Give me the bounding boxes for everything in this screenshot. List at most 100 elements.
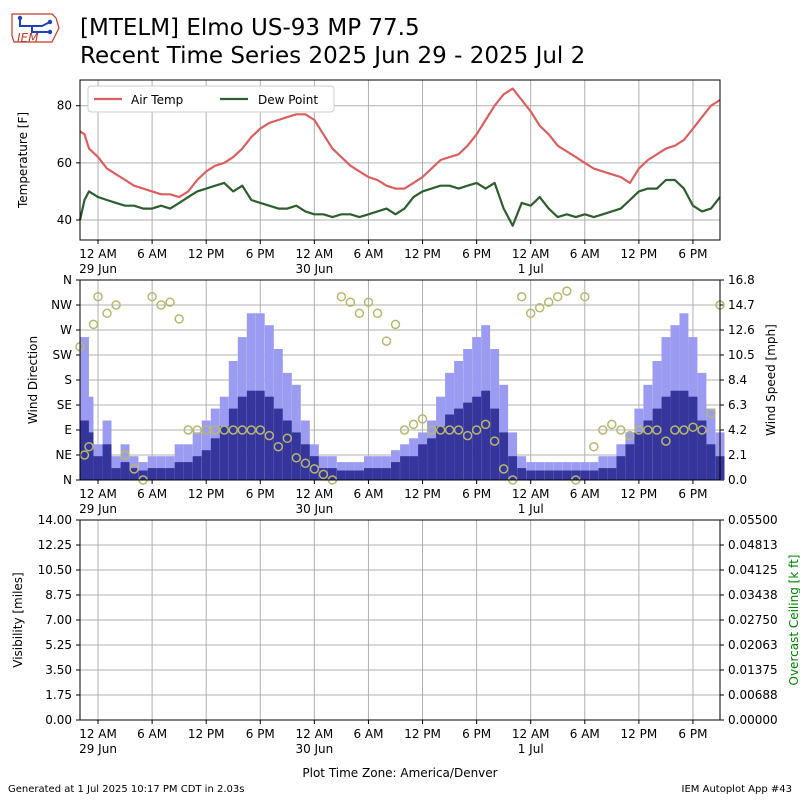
speed-bar bbox=[409, 456, 418, 480]
speed-bar bbox=[165, 468, 175, 480]
direction-point bbox=[552, 291, 563, 302]
direction-point bbox=[93, 291, 103, 302]
x-date-label: 30 Jun bbox=[295, 262, 333, 276]
speed-tick-label: 0.0 bbox=[728, 473, 747, 487]
direction-tick-label: NE bbox=[55, 448, 72, 462]
visibility-tick-label: 1.75 bbox=[45, 688, 72, 702]
speed-bar bbox=[219, 426, 229, 480]
x-tick-label: 12 PM bbox=[404, 727, 441, 741]
speed-tick-label: 10.5 bbox=[728, 348, 755, 362]
x-tick-label: 6 AM bbox=[570, 487, 600, 501]
speed-bar bbox=[373, 468, 382, 480]
speed-bar bbox=[445, 414, 454, 480]
chart-title: [MTELM] Elmo US-93 MP 77.5 Recent Time S… bbox=[80, 14, 585, 70]
speed-tick-label: 16.8 bbox=[728, 273, 755, 287]
x-tick-label: 12 AM bbox=[512, 247, 550, 261]
speed-bar bbox=[670, 390, 680, 480]
x-tick-label: 6 PM bbox=[678, 247, 707, 261]
dew-point-line bbox=[78, 178, 721, 227]
direction-point bbox=[354, 308, 365, 319]
x-tick-label: 12 AM bbox=[296, 247, 334, 261]
direction-point bbox=[525, 308, 536, 319]
direction-point bbox=[706, 408, 716, 419]
direction-point bbox=[625, 430, 635, 441]
speed-bar bbox=[183, 462, 193, 480]
speed-bar bbox=[300, 444, 310, 480]
direction-point bbox=[255, 425, 266, 435]
x-tick-label: 6 PM bbox=[678, 727, 707, 741]
direction-tick-label: N bbox=[63, 473, 72, 487]
speed-bar bbox=[147, 468, 157, 480]
x-tick-label: 6 AM bbox=[137, 727, 167, 741]
speed-bar bbox=[138, 470, 148, 480]
direction-point bbox=[120, 450, 130, 460]
direction-point bbox=[183, 425, 193, 435]
direction-point bbox=[607, 419, 617, 430]
ceiling-tick-label: 0.04125 bbox=[728, 563, 778, 577]
ceiling-tick-label: 0.01375 bbox=[728, 663, 778, 677]
speed-bar bbox=[129, 468, 139, 480]
direction-point bbox=[661, 436, 671, 446]
speed-bar bbox=[553, 470, 563, 480]
direction-point bbox=[381, 336, 392, 346]
gust-bar bbox=[80, 337, 89, 480]
speed-bar bbox=[111, 468, 121, 480]
visibility-tick-label: 8.75 bbox=[45, 588, 72, 602]
direction-point bbox=[174, 314, 184, 324]
x-tick-label: 6 AM bbox=[137, 487, 167, 501]
speed-bar bbox=[93, 456, 103, 480]
x-tick-label: 12 PM bbox=[621, 487, 658, 501]
speed-bar bbox=[364, 468, 373, 480]
ceiling-tick-label: 0.02750 bbox=[728, 613, 778, 627]
generated-timestamp: Generated at 1 Jul 2025 10:17 PM CDT in … bbox=[8, 784, 245, 795]
x-axis-label: Plot Time Zone: America/Denver bbox=[302, 766, 497, 780]
legend-box bbox=[87, 85, 335, 113]
speed-bar bbox=[201, 450, 211, 480]
x-date-label: 30 Jun bbox=[295, 502, 333, 516]
speed-bar bbox=[246, 390, 256, 480]
ceiling-tick-label: 0.00688 bbox=[728, 688, 778, 702]
direction-tick-label: W bbox=[60, 323, 72, 337]
speed-bar bbox=[481, 390, 491, 480]
speed-bar bbox=[291, 432, 301, 480]
speed-bar bbox=[436, 426, 445, 480]
y-tick-label: 80 bbox=[57, 99, 72, 113]
speed-bar bbox=[535, 470, 545, 480]
ceiling-tick-label: 0.04813 bbox=[728, 538, 778, 552]
direction-point bbox=[634, 425, 644, 435]
speed-bar bbox=[508, 456, 518, 480]
app-label: IEM Autoplot App #43 bbox=[681, 784, 792, 795]
direction-point bbox=[516, 291, 527, 302]
direction-point bbox=[156, 300, 166, 310]
x-tick-label: 12 PM bbox=[188, 487, 225, 501]
direction-point bbox=[228, 425, 238, 435]
x-date-label: 1 Jul bbox=[518, 262, 544, 276]
speed-bar bbox=[355, 470, 364, 480]
speed-bar bbox=[391, 462, 400, 480]
speed-bar bbox=[499, 432, 509, 480]
x-date-label: 1 Jul bbox=[518, 502, 544, 516]
panel-frame bbox=[79, 519, 721, 721]
speed-bar bbox=[192, 456, 202, 480]
x-tick-label: 12 PM bbox=[404, 487, 441, 501]
x-tick-label: 12 AM bbox=[512, 727, 550, 741]
speed-bar bbox=[102, 444, 112, 480]
direction-point bbox=[453, 425, 464, 435]
x-date-label: 29 Jun bbox=[79, 742, 117, 756]
direction-point bbox=[147, 291, 157, 302]
speed-bar bbox=[120, 462, 130, 480]
direction-point bbox=[237, 425, 248, 435]
direction-point bbox=[697, 425, 707, 435]
visibility-tick-label: 0.00 bbox=[45, 713, 72, 727]
speed-tick-label: 14.7 bbox=[728, 298, 755, 312]
speed-bar bbox=[661, 396, 671, 480]
direction-point bbox=[390, 319, 401, 330]
speed-bar bbox=[337, 470, 346, 480]
speed-bar bbox=[616, 456, 626, 480]
speed-bar bbox=[697, 420, 707, 480]
x-tick-label: 6 PM bbox=[246, 247, 275, 261]
visibility-tick-label: 12.25 bbox=[38, 538, 72, 552]
x-tick-label: 6 AM bbox=[353, 727, 383, 741]
x-tick-label: 12 AM bbox=[79, 247, 117, 261]
